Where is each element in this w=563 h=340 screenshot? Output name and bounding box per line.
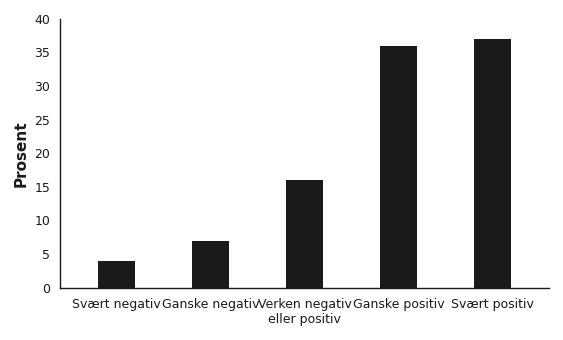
Bar [474,39,512,288]
Bar [286,180,323,288]
Y-axis label: Prosent: Prosent [14,120,29,187]
Bar [97,261,135,288]
Bar [380,46,417,288]
Bar [192,241,229,288]
